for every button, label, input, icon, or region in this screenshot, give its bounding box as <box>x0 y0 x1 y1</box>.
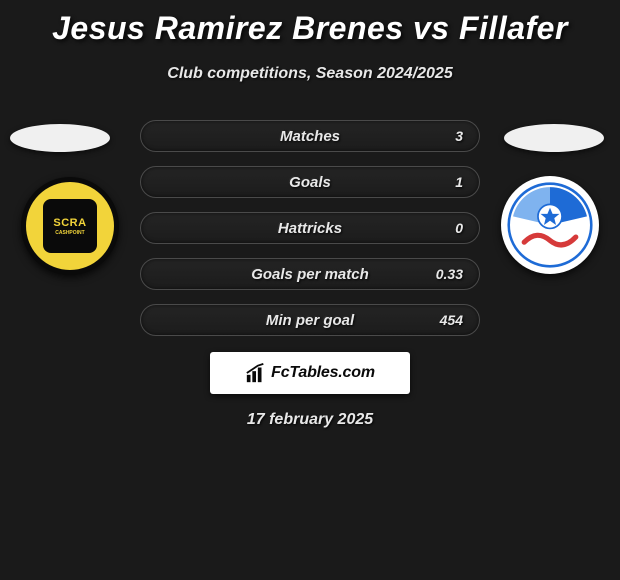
stat-row: Goals 1 <box>140 166 480 198</box>
page-title: Jesus Ramirez Brenes vs Fillafer <box>0 0 620 47</box>
club-crest-right <box>501 176 599 274</box>
club-crest-left: SCRA CASHPOINT <box>21 177 119 275</box>
stats-table: Matches 3 Goals 1 Hattricks 0 Goals per … <box>140 120 480 350</box>
stat-value-right: 0 <box>455 220 463 236</box>
date-text: 17 february 2025 <box>0 411 620 429</box>
stat-value-right: 3 <box>455 128 463 144</box>
stat-label: Matches <box>280 128 340 145</box>
stat-label: Goals per match <box>251 266 369 283</box>
stat-value-right: 0.33 <box>436 266 463 282</box>
stat-row: Matches 3 <box>140 120 480 152</box>
brand-text: FcTables.com <box>271 364 375 382</box>
stat-row: Min per goal 454 <box>140 304 480 336</box>
stat-row: Hattricks 0 <box>140 212 480 244</box>
stat-value-right: 454 <box>440 312 463 328</box>
player-right-flag <box>504 124 604 152</box>
club-crest-left-main-text: SCRA <box>53 217 86 229</box>
bar-chart-icon <box>245 362 267 384</box>
stat-row: Goals per match 0.33 <box>140 258 480 290</box>
stat-label: Min per goal <box>266 312 354 329</box>
club-crest-left-sub-text: CASHPOINT <box>55 230 84 236</box>
subtitle: Club competitions, Season 2024/2025 <box>0 65 620 83</box>
stat-value-right: 1 <box>455 174 463 190</box>
brand-badge: FcTables.com <box>210 352 410 394</box>
stat-label: Hattricks <box>278 220 342 237</box>
player-left-flag <box>10 124 110 152</box>
stat-label: Goals <box>289 174 331 191</box>
club-crest-left-badge: SCRA CASHPOINT <box>43 199 97 253</box>
